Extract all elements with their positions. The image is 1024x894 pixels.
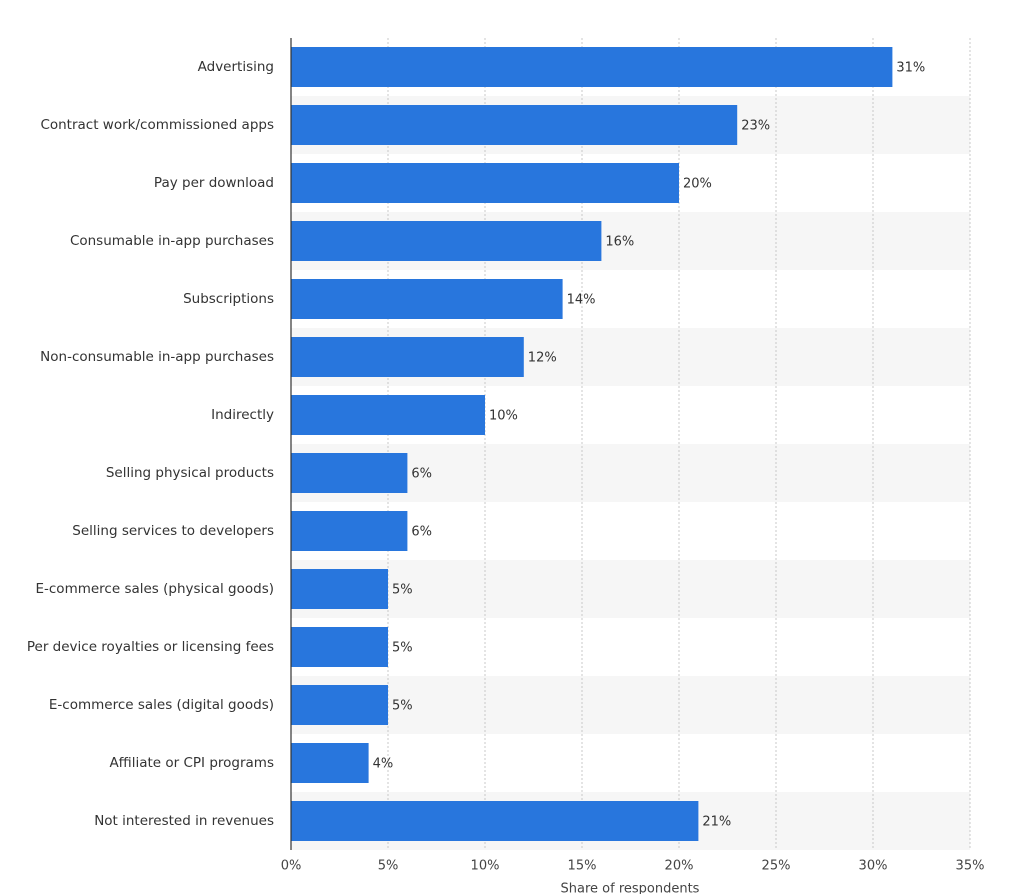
y-tick-label: Pay per download bbox=[154, 175, 274, 191]
x-tick-label: 30% bbox=[859, 859, 888, 874]
bar bbox=[291, 279, 563, 319]
value-label: 5% bbox=[392, 699, 413, 714]
y-tick-label: Consumable in-app purchases bbox=[70, 233, 274, 249]
bar bbox=[291, 627, 388, 667]
y-tick-label: Selling services to developers bbox=[72, 523, 274, 539]
x-tick-label: 0% bbox=[281, 859, 302, 874]
row-band bbox=[291, 676, 970, 734]
x-tick-label: 20% bbox=[665, 859, 694, 874]
bar bbox=[291, 511, 408, 551]
bar bbox=[291, 685, 388, 725]
bar bbox=[291, 105, 738, 145]
bar bbox=[291, 801, 699, 841]
y-tick-label: Affiliate or CPI programs bbox=[109, 755, 274, 771]
value-label: 21% bbox=[702, 815, 731, 830]
y-tick-label: Selling physical products bbox=[106, 465, 274, 481]
y-tick-label: Contract work/commissioned apps bbox=[40, 117, 274, 133]
y-tick-label: E-commerce sales (physical goods) bbox=[35, 581, 274, 597]
bar bbox=[291, 47, 893, 87]
value-label: 23% bbox=[741, 119, 770, 134]
y-tick-label: Non-consumable in-app purchases bbox=[40, 349, 274, 365]
bar bbox=[291, 395, 485, 435]
bar bbox=[291, 569, 388, 609]
value-label: 20% bbox=[683, 177, 712, 192]
y-tick-label: E-commerce sales (digital goods) bbox=[49, 697, 274, 713]
row-band bbox=[291, 560, 970, 618]
y-tick-label: Per device royalties or licensing fees bbox=[27, 639, 274, 655]
x-tick-label: 35% bbox=[956, 859, 985, 874]
bar bbox=[291, 221, 602, 261]
x-axis-title: Share of respondents bbox=[561, 882, 700, 894]
y-tick-label: Subscriptions bbox=[183, 291, 274, 307]
value-label: 5% bbox=[392, 583, 413, 598]
x-tick-label: 15% bbox=[568, 859, 597, 874]
value-label: 6% bbox=[411, 467, 432, 482]
value-label: 10% bbox=[489, 409, 518, 424]
bar bbox=[291, 337, 524, 377]
x-tick-label: 10% bbox=[471, 859, 500, 874]
value-label: 12% bbox=[528, 351, 557, 366]
x-tick-label: 5% bbox=[378, 859, 399, 874]
value-label: 14% bbox=[567, 293, 596, 308]
y-tick-label: Indirectly bbox=[211, 407, 274, 423]
y-tick-label: Advertising bbox=[198, 59, 274, 75]
value-label: 4% bbox=[373, 757, 394, 772]
value-label: 5% bbox=[392, 641, 413, 656]
value-label: 31% bbox=[896, 61, 925, 76]
bar bbox=[291, 163, 679, 203]
x-tick-label: 25% bbox=[762, 859, 791, 874]
y-tick-label: Not interested in revenues bbox=[94, 813, 274, 829]
value-label: 16% bbox=[605, 235, 634, 250]
bar bbox=[291, 453, 408, 493]
value-label: 6% bbox=[411, 525, 432, 540]
bar bbox=[291, 743, 369, 783]
